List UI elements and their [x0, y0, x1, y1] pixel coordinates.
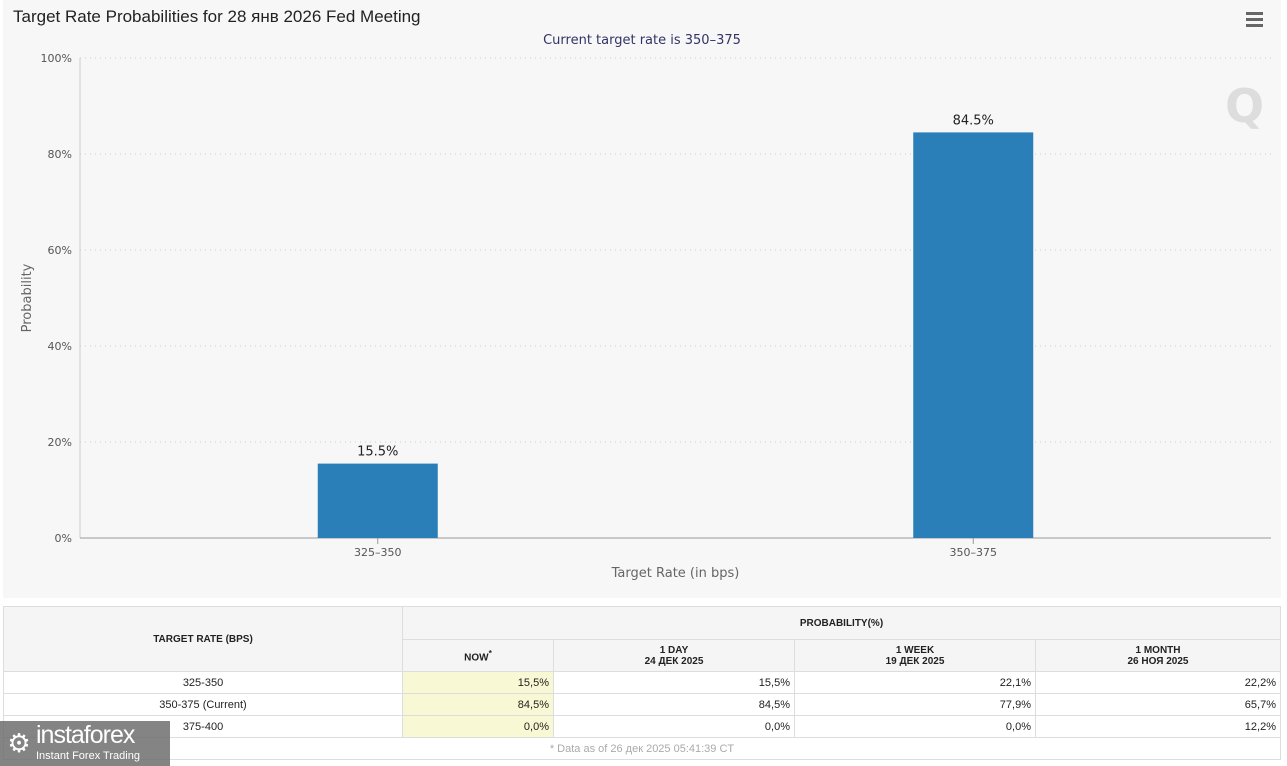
x-tick-label: 325–350: [354, 546, 402, 559]
data-label: 84.5%: [953, 113, 994, 128]
probability-cell: 77,9%: [794, 693, 1036, 716]
x-tick-label: 350–375: [950, 546, 998, 559]
y-tick-label: 0%: [55, 532, 72, 545]
header-1-day: 1 DAY 24 ДЕК 2025: [553, 639, 795, 672]
x-axis-title: Target Rate (in bps): [611, 566, 740, 581]
y-axis-title: Probability: [20, 263, 35, 332]
probability-cell: 0,0%: [402, 715, 554, 738]
rate-cell: 325-350: [3, 671, 403, 694]
header-1-week: 1 WEEK 19 ДЕК 2025: [794, 639, 1036, 672]
table-row: 350-375 (Current) 84,5% 84,5% 77,9% 65,7%: [3, 693, 1281, 716]
table-row: 375-400 0,0% 0,0% 0,0% 12,2%: [3, 715, 1281, 738]
chart-panel: Target Rate Probabilities for 28 янв 202…: [3, 0, 1281, 598]
y-tick-label: 60%: [48, 244, 72, 257]
gear-icon: ⚙: [7, 729, 31, 757]
probability-table: TARGET RATE (BPS) PROBABILITY(%) NOW* 1 …: [3, 606, 1281, 760]
data-label: 15.5%: [357, 445, 398, 460]
watermark-q-logo: Q: [1225, 79, 1264, 133]
header-now: NOW*: [402, 639, 554, 672]
probability-cell: 84,5%: [402, 693, 554, 716]
probability-cell: 84,5%: [553, 693, 795, 716]
rate-cell: 350-375 (Current): [3, 693, 403, 716]
table-row: 325-350 15,5% 15,5% 22,1% 22,2%: [3, 671, 1281, 694]
probability-cell: 0,0%: [794, 715, 1036, 738]
probability-cell: 65,7%: [1035, 693, 1281, 716]
header-target-rate: TARGET RATE (BPS): [3, 606, 403, 672]
probability-cell: 12,2%: [1035, 715, 1281, 738]
probability-cell: 15,5%: [402, 671, 554, 694]
probability-cell: 15,5%: [553, 671, 795, 694]
bar-chart: 0% 20% 40% 60% 80% 100% 15.5% 325–350 84.5% 350–3…: [20, 52, 1271, 581]
chart-subtitle: Current target rate is 350–375: [543, 33, 741, 48]
logo-tagline: Instant Forex Trading: [36, 750, 140, 762]
bar: [317, 463, 438, 538]
bar: [913, 132, 1034, 538]
probability-cell: 22,1%: [794, 671, 1036, 694]
footnote: * Data as of 26 дек 2025 05:41:39 CT: [3, 737, 1281, 760]
chart-title: Target Rate Probabilities for 28 янв 202…: [13, 7, 421, 26]
y-tick-label: 80%: [48, 148, 72, 161]
logo-name: instaforex: [36, 721, 135, 749]
instaforex-logo: ⚙ instaforex Instant Forex Trading: [0, 721, 170, 766]
probability-cell: 22,2%: [1035, 671, 1281, 694]
header-probability: PROBABILITY(%): [402, 606, 1281, 640]
y-tick-label: 100%: [41, 52, 72, 65]
y-tick-label: 20%: [48, 436, 72, 449]
y-tick-label: 40%: [48, 340, 72, 353]
header-1-month: 1 MONTH 26 НОЯ 2025: [1035, 639, 1281, 672]
probability-cell: 0,0%: [553, 715, 795, 738]
hamburger-icon[interactable]: [1246, 12, 1263, 30]
